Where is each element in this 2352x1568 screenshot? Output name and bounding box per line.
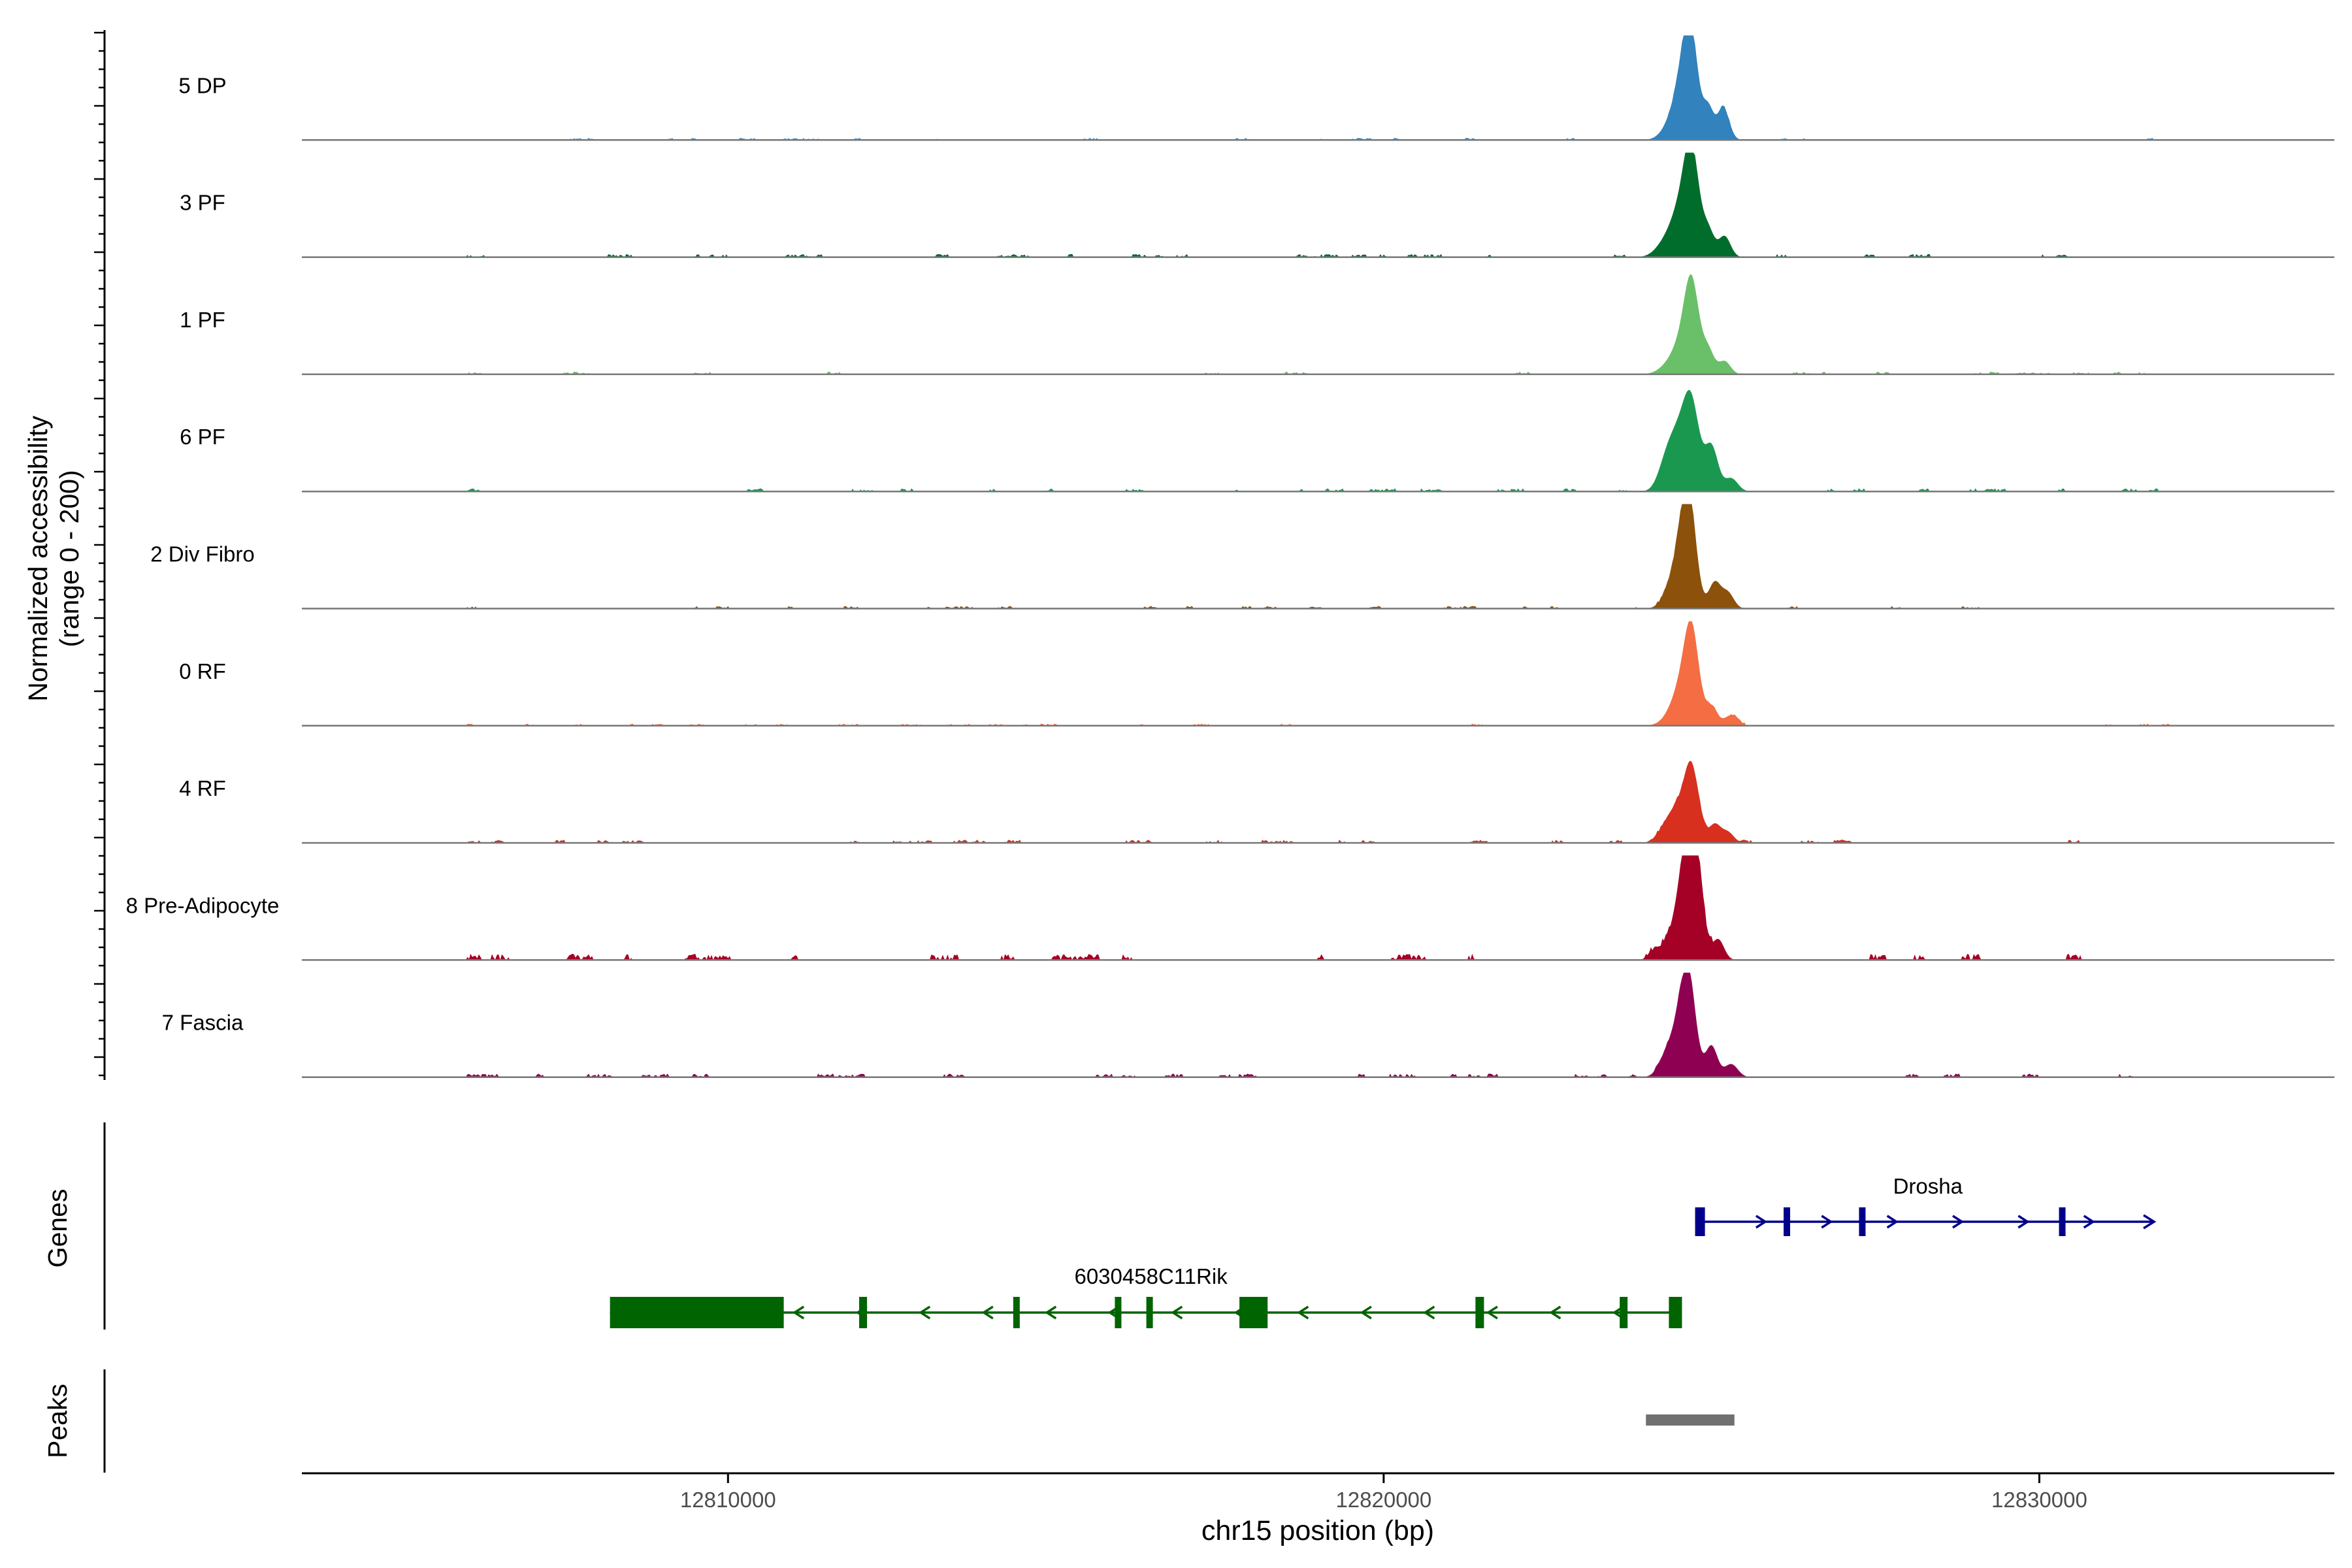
track-6-pf: 6 PF — [180, 389, 2334, 493]
strand-chevron — [1486, 1305, 1498, 1320]
strand-chevron — [1360, 1305, 1372, 1320]
track-7-fascia: 7 Fascia — [162, 972, 2334, 1078]
gene-6030458c11rik: 6030458C11Rik — [610, 1264, 1682, 1328]
gene-exon — [1475, 1297, 1484, 1328]
y-axis-label-line-2: (range 0 - 200) — [54, 470, 84, 647]
x-tick-label: 12820000 — [1335, 1488, 1431, 1512]
gene-exon — [1239, 1297, 1268, 1328]
strand-chevron — [1755, 1215, 1768, 1229]
track-5-dp: 5 DP — [178, 35, 2334, 141]
gene-name: Drosha — [1893, 1174, 1963, 1198]
track-label: 2 Div Fibro — [150, 542, 255, 566]
strand-chevron — [1171, 1305, 1183, 1320]
track-2-div-fibro: 2 Div Fibro — [150, 504, 2334, 610]
strand-chevron — [1952, 1215, 1965, 1229]
genes-panel-label: Genes — [42, 1189, 73, 1268]
track-label: 6 PF — [180, 425, 225, 449]
track-label: 7 Fascia — [162, 1011, 244, 1035]
track-1-pf: 1 PF — [180, 274, 2334, 376]
strand-chevron — [1886, 1215, 1899, 1229]
gene-exon — [1115, 1297, 1122, 1328]
track-label: 4 RF — [179, 776, 226, 800]
peak-region-track — [1646, 1414, 1735, 1426]
gene-exon — [2059, 1207, 2066, 1236]
peaks-panel-label: Peaks — [42, 1384, 73, 1458]
coverage-area — [302, 35, 2334, 140]
strand-chevron — [2083, 1215, 2095, 1229]
gene-exon — [610, 1297, 784, 1328]
coverage-tracks: 5 DP 3 PF 1 PF 6 PF 2 Div Fibro 0 RF 4 RF 8 Pre… — [126, 35, 2334, 1078]
x-tick-label: 12810000 — [680, 1488, 776, 1512]
track-label: 8 Pre-Adipocyte — [126, 893, 280, 917]
track-3-pf: 3 PF — [180, 152, 2334, 258]
strand-chevron — [1549, 1305, 1561, 1320]
x-tick-label: 12830000 — [1991, 1488, 2087, 1512]
gene-exon — [1695, 1207, 1705, 1236]
gene-drosha: Drosha — [1695, 1174, 2157, 1236]
y-ticks — [94, 31, 105, 1077]
y-axis-label-line-1: Normalized accessibility — [23, 416, 53, 702]
gene-exon — [1620, 1297, 1628, 1328]
coverage-area — [302, 855, 2334, 960]
coverage-area — [302, 621, 2334, 726]
coverage-area — [302, 760, 2334, 843]
strand-chevron — [2143, 1214, 2157, 1230]
strand-chevron — [919, 1305, 931, 1320]
track-label: 3 PF — [180, 191, 225, 215]
coverage-area — [302, 972, 2334, 1077]
track-0-rf: 0 RF — [179, 621, 2334, 727]
gene-exon — [1784, 1207, 1791, 1236]
track-8-pre-adipocyte: 8 Pre-Adipocyte — [126, 855, 2334, 961]
strand-chevron — [1423, 1305, 1435, 1320]
peak-region — [1646, 1414, 1735, 1426]
strand-chevron — [1045, 1305, 1057, 1320]
gene-exon — [859, 1297, 868, 1328]
gene-annotation-track: Drosha 6030458C11Rik — [610, 1174, 2157, 1328]
track-label: 0 RF — [179, 659, 226, 683]
coverage-area — [302, 152, 2334, 257]
gene-exon — [1669, 1297, 1682, 1328]
gene-exon — [1013, 1297, 1020, 1328]
strand-chevron — [981, 1305, 994, 1320]
coverage-area — [302, 389, 2334, 492]
strand-chevron — [792, 1305, 805, 1320]
y-axis-label: Normalized accessibility (range 0 - 200) — [23, 416, 84, 702]
gene-exon — [1146, 1297, 1153, 1328]
x-axis-label: chr15 position (bp) — [1201, 1515, 1434, 1546]
track-4-rf: 4 RF — [179, 760, 2334, 844]
gene-name: 6030458C11Rik — [1074, 1264, 1228, 1288]
track-label: 5 DP — [178, 73, 226, 97]
gene-exon — [1859, 1207, 1866, 1236]
strand-chevron — [2017, 1215, 2030, 1229]
coverage-area — [302, 504, 2334, 609]
strand-chevron — [1821, 1215, 1833, 1229]
coverage-area — [302, 274, 2334, 374]
strand-chevron — [1297, 1305, 1309, 1320]
track-label: 1 PF — [180, 308, 225, 332]
x-ticks: 12810000 12820000 12830000 — [680, 1473, 2087, 1512]
